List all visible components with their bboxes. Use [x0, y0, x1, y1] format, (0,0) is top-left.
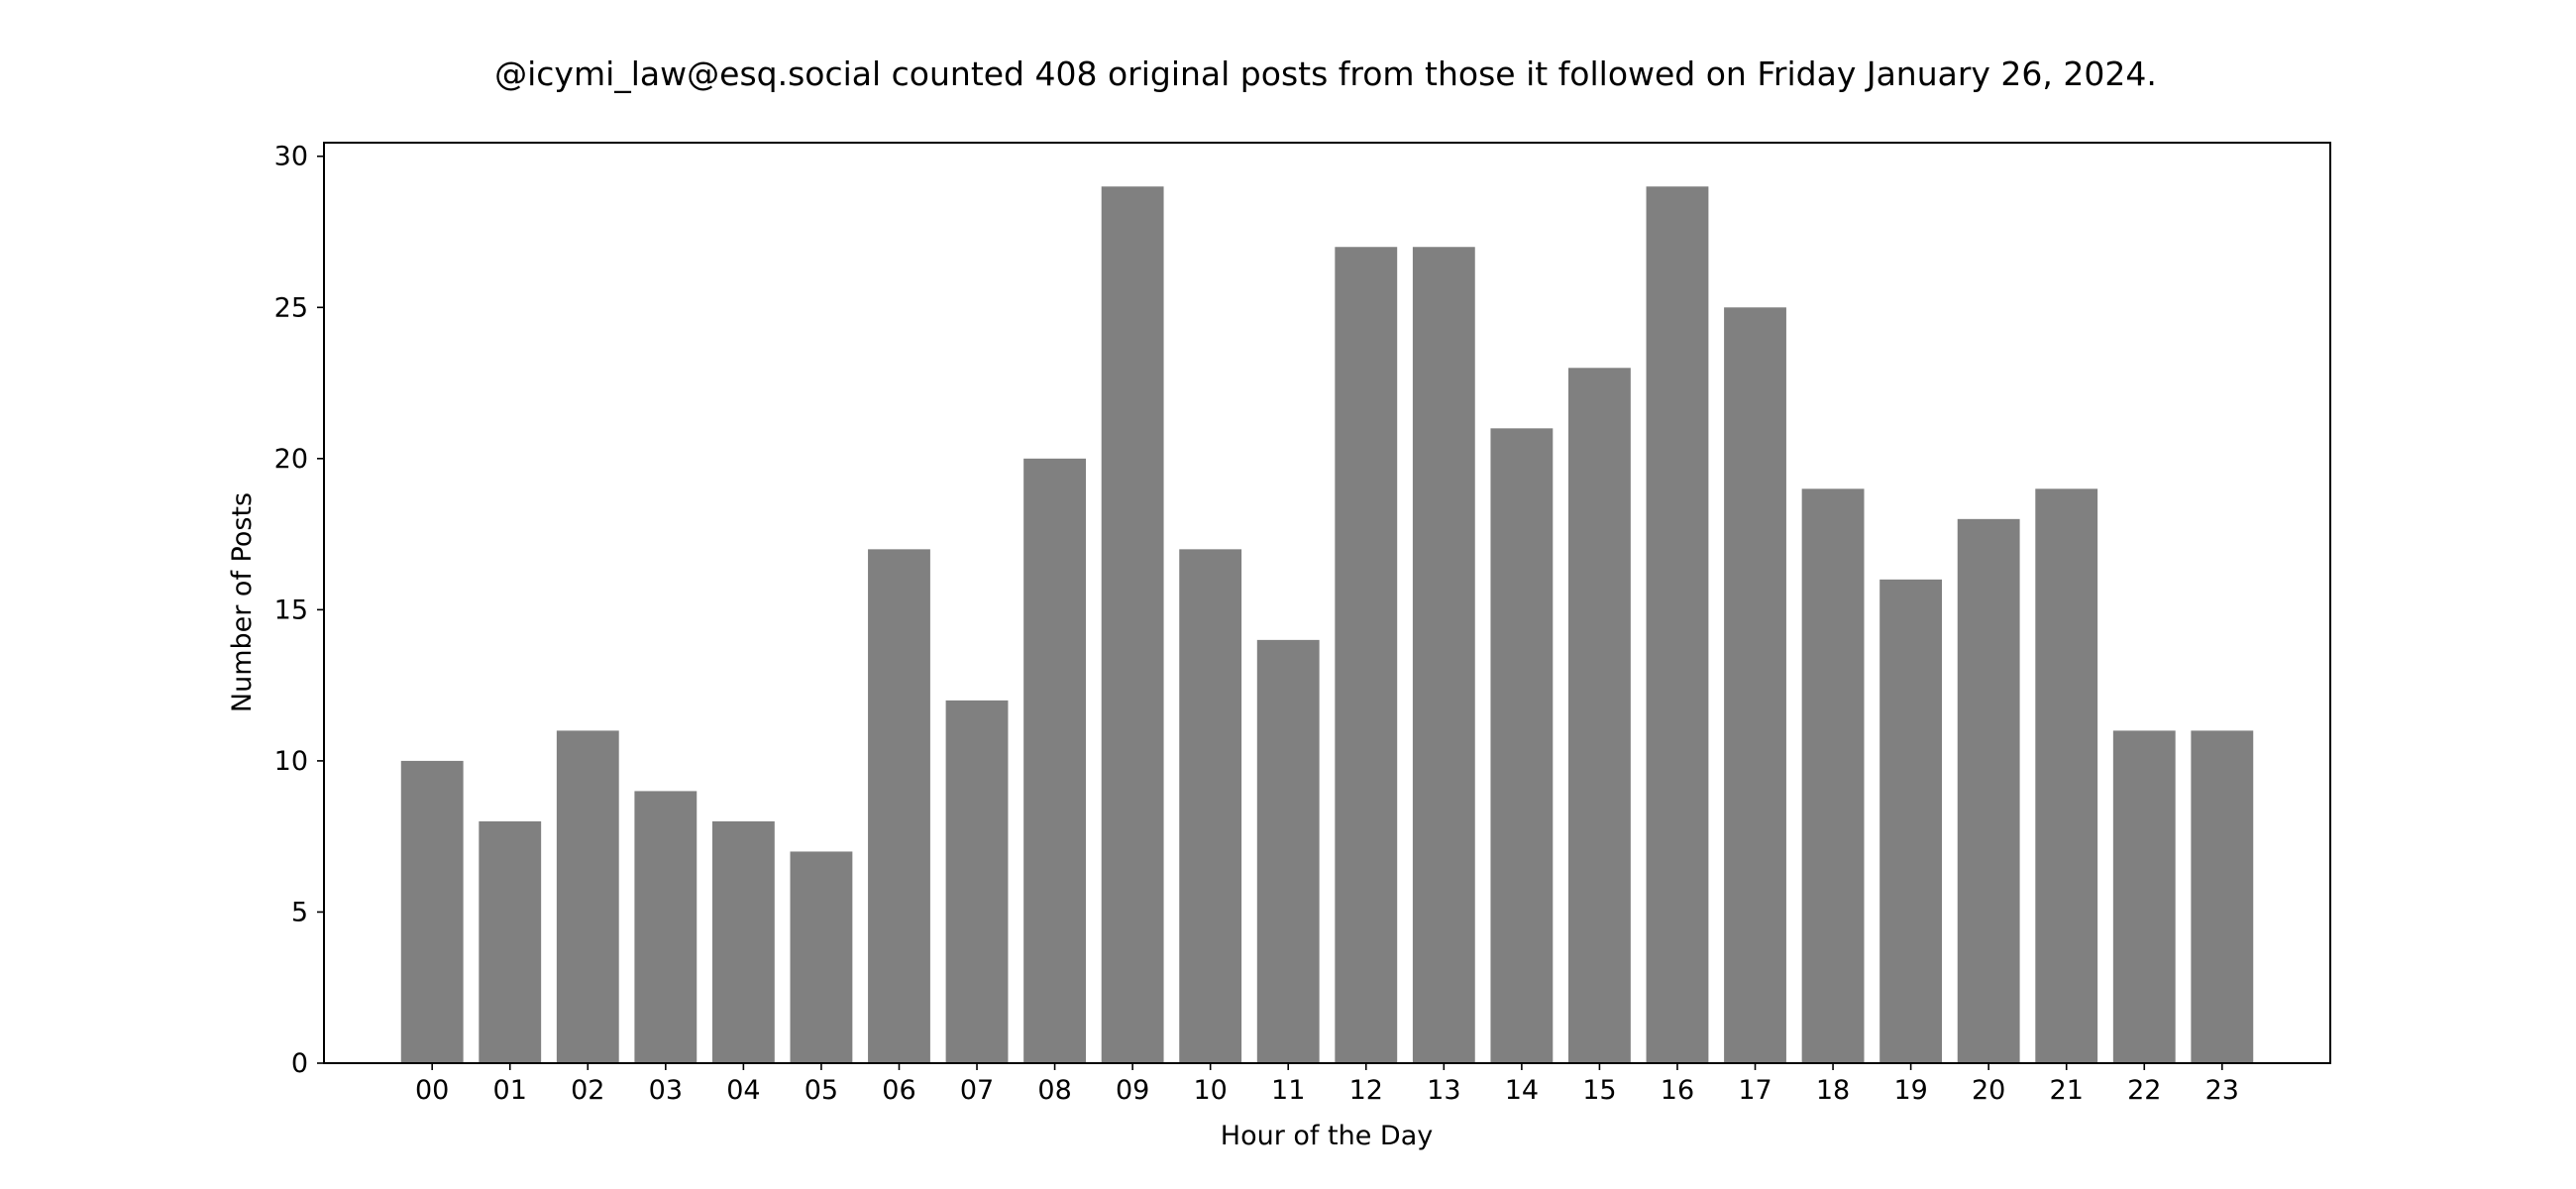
- x-tick-label: 22: [2127, 1075, 2161, 1106]
- bar-21: [2035, 488, 2098, 1064]
- x-tick-label: 09: [1116, 1075, 1149, 1106]
- bar-01: [479, 820, 542, 1063]
- bar-22: [2112, 730, 2176, 1063]
- x-tick-label: 07: [960, 1075, 994, 1106]
- bar-03: [634, 791, 698, 1063]
- bar-05: [790, 851, 853, 1063]
- y-axis-label: Number of Posts: [227, 492, 258, 712]
- bar-00: [400, 760, 464, 1063]
- bar-16: [1646, 186, 1709, 1063]
- bar-14: [1490, 428, 1554, 1064]
- x-tick-label: 01: [493, 1075, 527, 1106]
- x-tick-label: 03: [649, 1075, 683, 1106]
- x-tick-label: 14: [1505, 1075, 1539, 1106]
- bar-08: [1023, 458, 1086, 1064]
- x-tick-label: 21: [2050, 1075, 2084, 1106]
- x-tick-label: 10: [1193, 1075, 1227, 1106]
- plot-frame: [323, 142, 2331, 1064]
- x-tick-label: 11: [1271, 1075, 1305, 1106]
- x-tick-label: 04: [726, 1075, 760, 1106]
- y-tick-label: 25: [274, 292, 308, 323]
- bar-15: [1568, 368, 1631, 1063]
- bar-17: [1724, 307, 1786, 1063]
- bar-04: [711, 820, 775, 1063]
- chart-title: @icymi_law@esq.social counted 408 origin…: [494, 54, 2157, 93]
- bar-23: [2191, 730, 2254, 1063]
- y-tick-label: 30: [274, 142, 308, 172]
- x-tick-label: 12: [1349, 1075, 1383, 1106]
- bar-19: [1879, 579, 1943, 1063]
- bar-02: [556, 730, 619, 1063]
- x-axis: 00 01 02 03 04 05 06 07 08 09 10 11 12 13 14 15 16 17 18 19…: [415, 1063, 2239, 1106]
- bar-06: [868, 549, 930, 1063]
- x-tick-label: 13: [1427, 1075, 1460, 1106]
- bar-11: [1256, 639, 1320, 1063]
- x-tick-label: 16: [1661, 1075, 1694, 1106]
- x-tick-label: 02: [571, 1075, 604, 1106]
- bar-12: [1335, 247, 1398, 1063]
- x-tick-label: 18: [1816, 1075, 1850, 1106]
- y-axis: 0 5 10 15 20 25 30: [274, 142, 324, 1079]
- y-tick-label: 5: [291, 897, 308, 927]
- x-tick-label: 20: [1972, 1075, 2005, 1106]
- bar-10: [1179, 549, 1242, 1063]
- y-tick-label: 10: [274, 746, 308, 777]
- x-tick-label: 23: [2205, 1075, 2239, 1106]
- x-tick-label: 15: [1582, 1075, 1616, 1106]
- x-tick-label: 06: [882, 1075, 915, 1106]
- bar-13: [1412, 247, 1475, 1063]
- x-tick-label: 17: [1738, 1075, 1771, 1106]
- x-tick-label: 00: [415, 1075, 449, 1106]
- y-tick-label: 0: [291, 1048, 308, 1079]
- bar-18: [1801, 488, 1865, 1064]
- x-tick-label: 08: [1037, 1075, 1071, 1106]
- bar-20: [1957, 518, 2020, 1063]
- bar-09: [1101, 186, 1164, 1063]
- bar-07: [945, 700, 1009, 1063]
- y-tick-label: 20: [274, 444, 308, 475]
- x-axis-label: Hour of the Day: [1221, 1121, 1433, 1151]
- y-tick-label: 15: [274, 594, 308, 625]
- x-tick-label: 05: [805, 1075, 838, 1106]
- x-tick-label: 19: [1893, 1075, 1927, 1106]
- bars-group: [400, 186, 2254, 1064]
